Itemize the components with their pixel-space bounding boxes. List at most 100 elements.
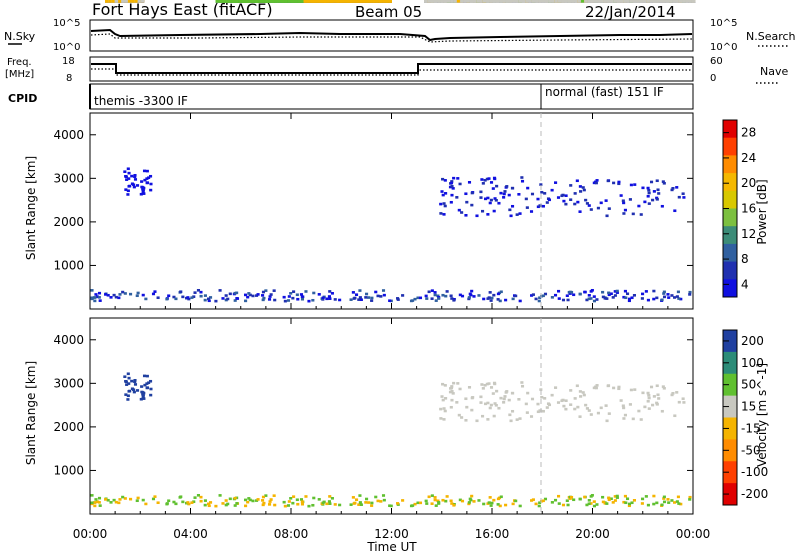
scatter-cell (573, 407, 577, 411)
scatter-cell (510, 186, 514, 190)
scatter-cell (632, 294, 636, 297)
scatter-cell (675, 186, 679, 189)
scatter-cell (235, 0, 239, 3)
scatter-cell (323, 0, 327, 3)
scatter-cell (467, 296, 471, 299)
scatter-cell (251, 294, 255, 298)
scatter-cell (130, 174, 134, 178)
scatter-cell (550, 188, 554, 192)
scatter-cell (675, 500, 679, 503)
scatter-cell (595, 503, 599, 506)
scatter-cell (677, 297, 681, 300)
scatter-cell (375, 0, 379, 3)
scatter-cell (624, 296, 628, 300)
scatter-cell (370, 501, 374, 505)
scatter-cell (503, 190, 507, 193)
scatter-cell (666, 293, 670, 296)
scatter-cell (485, 382, 489, 386)
scatter-cell (460, 294, 465, 298)
scatter-cell (450, 297, 454, 300)
scatter-cell (312, 291, 316, 295)
scatter-cell (509, 0, 513, 3)
scatter-cell (444, 499, 448, 503)
scatter-cell (677, 195, 681, 199)
nave-tick-bottom: 0 (710, 73, 716, 84)
scatter-cell (622, 295, 626, 299)
scatter-cell (174, 297, 178, 301)
scatter-cell (536, 402, 540, 406)
scatter-cell (587, 0, 591, 3)
scatter-cell (238, 0, 242, 3)
scatter-cell (145, 177, 149, 180)
scatter-cell (416, 296, 420, 300)
scatter-cell (304, 495, 308, 498)
scatter-cell (583, 290, 587, 294)
scatter-cell (495, 184, 499, 188)
scatter-cell (325, 297, 329, 301)
scatter-cell (568, 497, 572, 500)
scatter-cell (628, 198, 632, 201)
scatter-cell (536, 197, 540, 201)
scatter-cell (605, 214, 609, 218)
scatter-cell (268, 500, 272, 503)
scatter-cell (441, 177, 445, 181)
scatter-cell (578, 497, 582, 501)
scatter-cell (351, 496, 355, 499)
scatter-cell (434, 504, 438, 507)
scatter-cell (652, 0, 656, 3)
scatter-cell (509, 214, 513, 218)
scatter-cell (592, 295, 596, 298)
scatter-cell (433, 293, 437, 297)
scatter-cell (352, 297, 356, 300)
scatter-cell (541, 294, 545, 298)
scatter-cell (235, 297, 239, 300)
scatter-cell (467, 181, 472, 184)
scatter-cell (338, 503, 342, 507)
scatter-cell (662, 290, 666, 294)
scatter-cell (294, 0, 298, 3)
scatter-cell (311, 298, 315, 302)
scatter-cell (613, 294, 617, 297)
scatter-cell (493, 402, 497, 405)
scatter-cell (321, 501, 325, 505)
scatter-cell (362, 0, 366, 3)
scatter-cell (449, 200, 453, 204)
scatter-cell (256, 498, 260, 501)
scatter-cell (524, 197, 528, 201)
scatter-cell (142, 192, 146, 195)
scatter-cell (662, 495, 666, 499)
scatter-cell (128, 184, 132, 188)
scatter-cell (153, 495, 157, 498)
scatter-cell (587, 204, 591, 207)
scatter-cell (640, 502, 644, 505)
scatter-cell (639, 213, 643, 216)
scatter-cell (486, 213, 490, 216)
scatter-cell (659, 0, 663, 3)
scatter-cell (615, 494, 619, 498)
scatter-cell (172, 500, 176, 504)
scatter-cell (610, 0, 614, 3)
scatter-cell (652, 190, 656, 193)
scatter-cell (688, 498, 692, 501)
scatter-cell (139, 192, 143, 196)
scatter-cell (499, 290, 503, 294)
scatter-cell (607, 498, 611, 502)
scatter-cell (336, 0, 340, 3)
scatter-cell (617, 180, 621, 184)
scatter-cell (556, 196, 561, 199)
cpid-label: CPID (8, 92, 37, 105)
scatter-cell (215, 0, 219, 3)
scatter-cell (579, 395, 583, 398)
scatter-cell (682, 196, 686, 199)
scatter-cell (520, 384, 525, 388)
scatter-cell (149, 182, 153, 186)
scatter-cell (479, 190, 483, 194)
scatter-cell (564, 202, 568, 206)
scatter-cell (123, 497, 127, 500)
scatter-cell (632, 499, 636, 502)
scatter-cell (207, 297, 211, 301)
scatter-cell (587, 297, 591, 301)
scatter-cell (451, 187, 455, 190)
scatter-cell (603, 502, 607, 505)
nave-line (91, 68, 692, 76)
